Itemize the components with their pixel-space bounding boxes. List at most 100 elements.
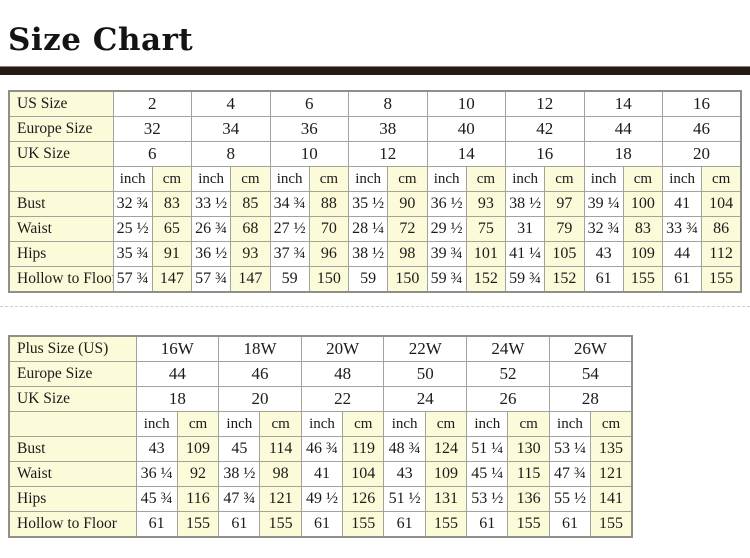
value-inch-cell: 57 ¾ (190, 266, 232, 293)
value-cm-cell: 93 (465, 191, 507, 218)
size-value-cell: 52 (466, 361, 550, 388)
value-inch-cell: 61 (661, 266, 703, 293)
row-label-cell: UK Size (8, 386, 137, 413)
unit-inch-cell: inch (135, 411, 178, 438)
size-value-cell: 12 (505, 90, 585, 118)
unit-inch-cell: inch (190, 166, 232, 193)
size-value-cell: 22 (300, 386, 385, 413)
unit-header-row: inch cm inch cm inch cm inch cm inch cm inch cm (8, 411, 633, 438)
value-cm-cell: 97 (544, 191, 585, 218)
title-divider-bar (0, 66, 750, 76)
value-cm-cell: 68 (230, 216, 271, 243)
size-value-cell: 10 (269, 141, 349, 168)
value-inch-cell: 41 ¼ (504, 241, 546, 268)
value-inch-cell: 35 ½ (347, 191, 389, 218)
value-cm-cell: 93 (230, 241, 271, 268)
value-inch-cell: 51 ½ (383, 486, 426, 513)
value-inch-cell: 61 (300, 511, 344, 538)
size-value-cell: 26 (466, 386, 550, 413)
value-cm-cell: 98 (259, 461, 302, 488)
row-label-cell: Hips (8, 241, 114, 268)
unit-inch-cell: inch (466, 411, 509, 438)
unit-cm-cell: cm (342, 411, 385, 438)
value-inch-cell: 59 ¾ (504, 266, 546, 293)
value-inch-cell: 36 ½ (426, 191, 467, 218)
value-inch-cell: 45 ¾ (135, 486, 178, 513)
value-cm-cell: 96 (308, 241, 350, 268)
value-cm-cell: 65 (151, 216, 193, 243)
value-cm-cell: 155 (590, 511, 633, 538)
value-cm-cell: 91 (151, 241, 193, 268)
value-inch-cell: 29 ½ (426, 216, 467, 243)
measurement-row: Bust 32 ¾ 83 33 ½ 85 34 ¾ 88 35 ½ 90 36 ½ 93 38 ½ 97… (8, 191, 742, 218)
size-value-cell: 36 (269, 116, 349, 143)
value-cm-cell: 124 (424, 436, 468, 463)
measurement-row: Hips 45 ¾ 116 47 ¾ 121 49 ½ 126 51 ½ 131 53 ½ 136 5… (8, 486, 633, 513)
size-value-cell: 42 (505, 116, 585, 143)
value-inch-cell: 41 (300, 461, 344, 488)
value-cm-cell: 150 (387, 266, 428, 293)
size-value-cell: 50 (383, 361, 468, 388)
size-header-row: US Size 2 4 6 8 10 12 14 16 (8, 90, 742, 118)
measurement-row: Waist 25 ½ 65 26 ¾ 68 27 ½ 70 28 ¼ 72 29 ½ 75 31 79 3… (8, 216, 742, 243)
value-cm-cell: 114 (259, 436, 302, 463)
size-value-cell: 18 (135, 386, 220, 413)
size-value-cell: 24W (466, 335, 550, 363)
size-value-cell: 10 (426, 90, 506, 118)
page-title: Size Chart (8, 22, 194, 58)
size-value-cell: 14 (426, 141, 506, 168)
unit-inch-cell: inch (504, 166, 546, 193)
size-value-cell: 44 (583, 116, 663, 143)
value-inch-cell: 46 ¾ (300, 436, 344, 463)
value-cm-cell: 126 (342, 486, 385, 513)
unit-cm-cell: cm (176, 411, 220, 438)
value-cm-cell: 135 (590, 436, 633, 463)
value-inch-cell: 45 (218, 436, 261, 463)
value-inch-cell: 61 (135, 511, 178, 538)
value-inch-cell: 37 ¾ (269, 241, 310, 268)
unit-inch-cell: inch (269, 166, 310, 193)
standard-size-table: US Size 2 4 6 8 10 12 14 16 Europe Size 32 34 36 38 40… (8, 90, 742, 294)
value-cm-cell: 155 (424, 511, 468, 538)
value-cm-cell: 115 (507, 461, 550, 488)
value-cm-cell: 155 (622, 266, 664, 293)
size-header-row: Europe Size 44 46 48 50 52 54 (8, 361, 633, 388)
value-inch-cell: 28 ¼ (347, 216, 389, 243)
row-label-cell (8, 166, 114, 193)
value-inch-cell: 38 ½ (347, 241, 389, 268)
value-cm-cell: 109 (176, 436, 220, 463)
size-value-cell: 20W (300, 335, 385, 363)
measurement-row: Waist 36 ¼ 92 38 ½ 98 41 104 43 109 45 ¼ 115 47 ¾ 12… (8, 461, 633, 488)
value-inch-cell: 32 ¾ (583, 216, 624, 243)
value-inch-cell: 61 (218, 511, 261, 538)
unit-inch-cell: inch (218, 411, 261, 438)
size-value-cell: 34 (191, 116, 271, 143)
size-value-cell: 28 (548, 386, 633, 413)
unit-cm-cell: cm (590, 411, 633, 438)
value-inch-cell: 43 (583, 241, 624, 268)
value-inch-cell: 51 ¼ (466, 436, 509, 463)
unit-cm-cell: cm (622, 166, 664, 193)
value-cm-cell: 101 (465, 241, 507, 268)
value-cm-cell: 83 (151, 191, 193, 218)
value-inch-cell: 36 ½ (190, 241, 232, 268)
value-inch-cell: 35 ¾ (112, 241, 153, 268)
unit-cm-cell: cm (151, 166, 193, 193)
value-cm-cell: 116 (176, 486, 220, 513)
value-inch-cell: 53 ¼ (548, 436, 592, 463)
value-cm-cell: 86 (701, 216, 742, 243)
unit-inch-cell: inch (548, 411, 592, 438)
value-cm-cell: 121 (590, 461, 633, 488)
value-cm-cell: 136 (507, 486, 550, 513)
value-inch-cell: 44 (661, 241, 703, 268)
unit-cm-cell: cm (701, 166, 742, 193)
value-cm-cell: 147 (230, 266, 271, 293)
size-value-cell: 38 (348, 116, 428, 143)
row-label-cell: Bust (8, 436, 137, 463)
value-cm-cell: 104 (342, 461, 385, 488)
size-value-cell: 16W (135, 335, 220, 363)
value-cm-cell: 131 (424, 486, 468, 513)
value-cm-cell: 90 (387, 191, 428, 218)
value-cm-cell: 155 (701, 266, 742, 293)
